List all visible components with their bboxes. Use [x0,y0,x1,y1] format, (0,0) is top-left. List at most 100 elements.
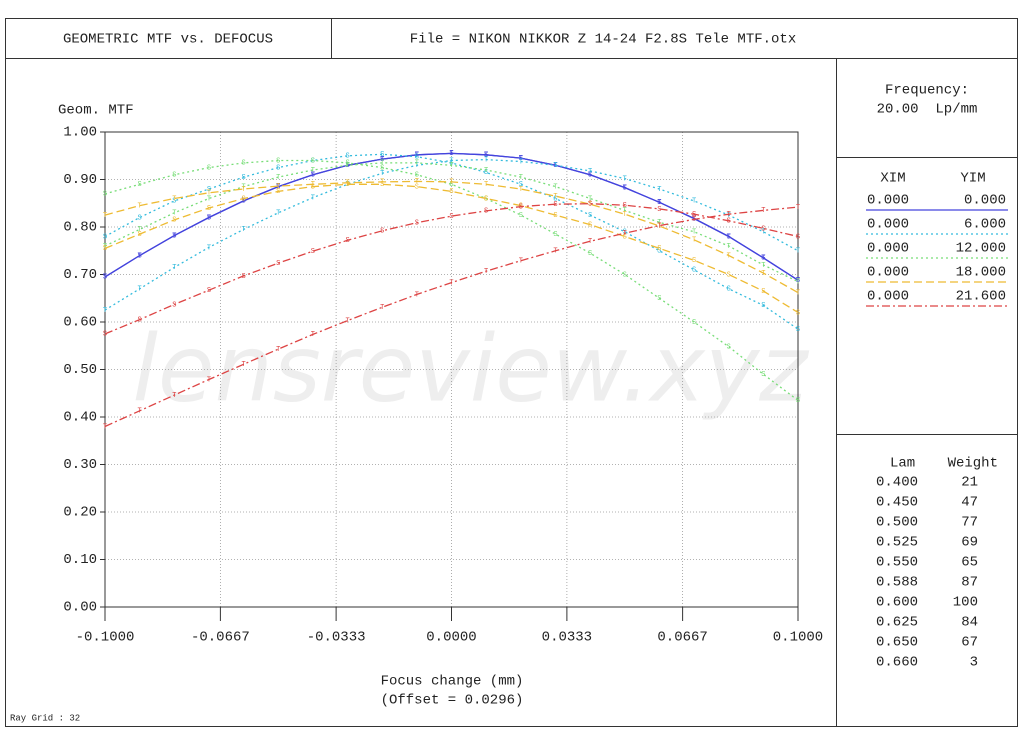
curve-marker: S [553,162,557,170]
curve-marker: T [449,162,453,170]
curve-marker: S [345,162,349,170]
curve-marker: S [415,220,419,228]
curve-marker: S [796,397,800,405]
x-tick-label: 0.1000 [773,630,823,646]
legend-yim: 6.000 [964,217,1006,233]
frequency-label: Frequency: [885,83,969,99]
curve-marker: T [588,201,592,209]
curve-marker: S [207,205,211,213]
watermark: lensreview.xyz [132,315,809,422]
curve-marker: T [761,270,765,278]
y-tick-label: 0.40 [63,410,97,426]
mtf-curve [104,203,799,335]
curve-marker: T [207,190,211,198]
curve-marker: T [796,204,800,212]
curve-marker: T [415,178,419,186]
curve-marker: S [415,152,419,160]
curve-marker: S [345,160,349,168]
plot-frame [104,131,799,608]
curve-marker: S [415,154,419,162]
curve-marker: S [588,201,592,209]
curve-marker: T [380,160,384,168]
curve-marker: S [276,260,280,268]
x-tick-label: -0.1000 [76,630,135,646]
curve-marker: S [276,164,280,172]
curve-marker: T [692,198,696,206]
curve-marker: T [519,158,523,166]
y-tick-label: 0.10 [63,552,97,568]
legend-xim: 0.000 [867,289,909,305]
curve-marker: S [657,248,661,256]
x-tick-label: -0.0667 [191,630,250,646]
curve-marker: T [345,162,349,170]
curve-marker: T [657,222,661,230]
curve-marker: T [623,211,627,219]
legend-yim: 21.600 [956,289,1006,305]
legend-xim: 0.000 [867,265,909,281]
curve-marker: T [415,160,419,168]
curve-marker: T [415,162,419,170]
curve-marker: T [103,274,107,282]
curve-marker: S [657,199,661,207]
curve-marker: T [103,423,107,431]
x-tick-label: -0.0333 [307,630,366,646]
curve-marker: T [380,156,384,164]
curve-marker: S [692,319,696,327]
curve-marker: S [449,181,453,189]
weight: 67 [961,635,978,651]
mtf-curve [104,158,799,311]
curve-marker: T [311,172,315,180]
curve-marker: T [172,232,176,240]
wavelength: 0.588 [876,575,918,591]
curve-marker: T [138,252,142,260]
wavelength: 0.400 [876,475,918,491]
curve-marker: T [311,194,315,202]
curve-marker: S [138,214,142,222]
curve-marker: S [761,255,765,263]
curve-marker: T [380,170,384,178]
y-tick-label: 0.90 [63,172,97,188]
curve-marker: S [449,213,453,221]
weight: 3 [970,655,978,671]
curve-marker: T [207,214,211,222]
curve-marker: T [588,195,592,203]
curve-marker: S [172,232,176,240]
curve-marker: T [276,174,280,182]
curve-marker: T [588,168,592,176]
curve-marker: T [553,248,557,256]
curve-marker: T [553,183,557,191]
curve-marker: S [657,295,661,303]
curve-marker: T [207,195,211,203]
curve-marker: S [103,191,107,199]
curve-marker: T [172,392,176,400]
curve-marker: S [623,184,627,192]
curve-marker: T [172,264,176,272]
curve-marker: T [761,229,765,237]
curve-marker: T [553,193,557,201]
curve-marker: S [380,151,384,159]
curve-marker: T [172,195,176,203]
curve-marker: T [415,152,419,160]
curve-marker: T [311,181,315,189]
curve-marker: S [276,183,280,191]
curve-marker: T [276,183,280,191]
curve-marker: S [588,250,592,258]
curve-marker: S [796,233,800,241]
curve-marker: T [241,198,245,206]
weight: 87 [961,575,978,591]
curve-marker: S [519,212,523,220]
curve-marker: S [692,211,696,219]
curve-marker: T [484,156,488,164]
curve-marker: S [657,206,661,214]
weight: 21 [961,475,978,491]
curve-marker: T [657,223,661,231]
curve-marker: S [380,164,384,172]
weight: 65 [961,555,978,571]
curve-marker: T [345,181,349,189]
curve-marker: S [692,267,696,275]
curve-marker: S [415,172,419,180]
curve-marker: T [796,289,800,297]
y-tick-label: 0.30 [63,457,97,473]
y-tick-label: 0.00 [63,600,97,616]
